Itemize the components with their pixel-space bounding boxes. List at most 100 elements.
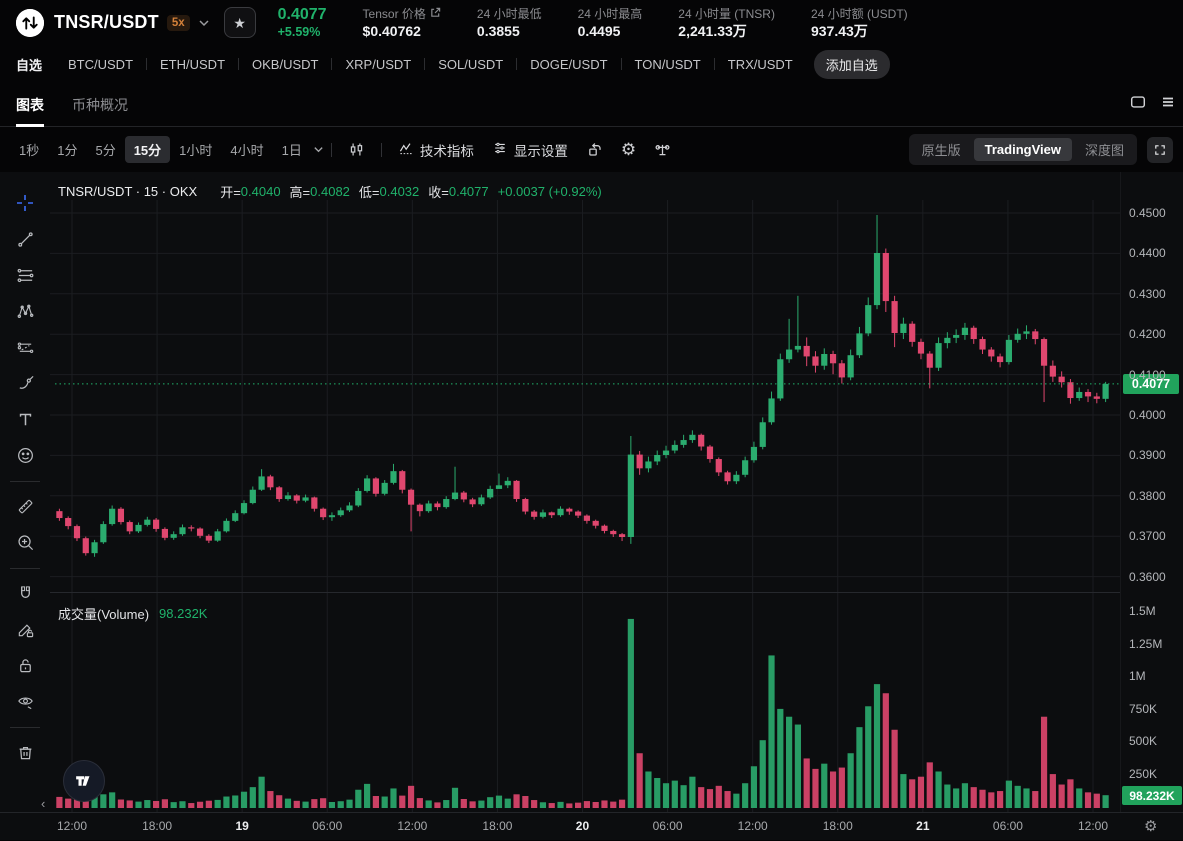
divider — [620, 58, 622, 70]
trend-line-icon — [17, 231, 33, 247]
add-favorite-button[interactable]: 添加自选 — [813, 49, 890, 79]
text-tool[interactable] — [8, 402, 42, 436]
fullscreen-button[interactable] — [1147, 136, 1173, 163]
stat-value: $0.40762 — [362, 22, 421, 39]
ruler-icon — [18, 499, 32, 513]
stat-value: 0.3855 — [476, 22, 520, 39]
chart-mode-option[interactable]: 原生版 — [921, 143, 961, 158]
stat-label: 24 小时最低 — [476, 6, 542, 21]
header-stat: 24 小时额 (USDT) 937.43万 — [811, 6, 908, 40]
volume-tick-label: 750K — [1129, 701, 1158, 716]
emoji-icon — [17, 447, 33, 463]
chart-mode-option[interactable]: 深度图 — [1084, 143, 1124, 158]
leverage-badge: 5x — [166, 14, 190, 31]
header-stat: 24 小时最低 0.3855 — [477, 6, 542, 40]
legend-open-label: 开= — [220, 185, 241, 200]
crosshair-tool[interactable] — [8, 186, 42, 220]
indicators-button[interactable]: 技术指标 — [398, 140, 474, 160]
tab-coin-overview[interactable]: 币种概况 — [72, 96, 128, 113]
pair-item[interactable]: TRX/USDT — [727, 56, 793, 72]
pair-item[interactable]: BTC/USDT — [68, 56, 134, 72]
layout-panel-icon[interactable] — [1129, 93, 1147, 116]
lock-all-tool[interactable] — [8, 648, 42, 682]
time-tick-label: 06:00 — [312, 819, 343, 833]
pair-item[interactable]: DOGE/USDT — [530, 56, 608, 72]
ruler-tool[interactable] — [8, 489, 42, 523]
chevron-down-icon[interactable] — [198, 17, 210, 29]
chart-region: TNSR/USDT · 15 · OKX 开= 0.4040 高= 0.4082 低… — [0, 172, 1183, 840]
timeframe-chevron-down-icon[interactable] — [313, 144, 324, 155]
lock-icon — [19, 658, 31, 672]
price-axis[interactable]: 0.4077 98.232K 0.4500 0.4400 0.4300 0.4200 0… — [1120, 172, 1183, 812]
magnet-icon — [20, 585, 30, 598]
tab-chart[interactable]: 图表 — [16, 83, 44, 127]
stat-label: 24 小时最高 — [577, 6, 643, 21]
timeframe-button[interactable]: 15分 — [124, 136, 171, 163]
settings-gear-icon[interactable]: ⚙ — [620, 140, 637, 159]
pair-item[interactable]: TON/USDT — [634, 56, 701, 72]
replay-icon[interactable] — [586, 141, 603, 158]
scale-icon[interactable] — [654, 141, 671, 158]
time-tick-label: 12:00 — [1077, 819, 1108, 833]
timeframe-button[interactable]: 1小时 — [179, 143, 213, 158]
legend-close-label: 收= — [428, 185, 449, 200]
pair-item[interactable]: XRP/USDT — [345, 56, 412, 72]
brush-tool[interactable] — [8, 366, 42, 400]
header: TNSR/USDT 5x ★ 0.4077 +5.59% Tensor 价格 $0… — [0, 0, 1183, 45]
divider — [380, 142, 382, 157]
star-icon: ★ — [233, 14, 246, 31]
axis-settings-gear-icon[interactable]: ⚙ — [1144, 818, 1158, 835]
time-axis[interactable]: 12:00 18:00 19 06:00 12:00 18:00 20 06:00 12:00 1… — [0, 812, 1183, 841]
delete-tool[interactable] — [8, 735, 42, 769]
timeframe-button[interactable]: 1分 — [57, 143, 78, 158]
timeframe-button[interactable]: 4小时 — [230, 143, 264, 158]
emoji-tool[interactable] — [8, 438, 42, 472]
tab-watchlist[interactable]: 自选 — [16, 57, 43, 73]
time-tick-label: 18:00 — [482, 819, 513, 833]
price-tick-label: 0.4400 — [1129, 246, 1166, 261]
tradingview-logo[interactable] — [63, 760, 105, 802]
pair-item[interactable]: OKB/USDT — [252, 56, 319, 72]
time-tick-label: 06:00 — [652, 819, 683, 833]
pair-item[interactable]: ETH/USDT — [160, 56, 226, 72]
chart-mode-option[interactable]: TradingView — [973, 138, 1072, 161]
stat-label: 24 小时量 (TNSR) — [678, 6, 775, 21]
favorite-button[interactable]: ★ — [223, 7, 256, 38]
divider — [330, 142, 332, 157]
legend-close-value: 0.4077 — [448, 184, 489, 199]
coin-logo-icon — [16, 8, 44, 37]
divider — [713, 58, 715, 70]
divider — [10, 481, 40, 482]
fib-lines-icon — [17, 268, 33, 282]
pencil-lock-icon — [18, 623, 33, 637]
candlestick-style-icon[interactable] — [348, 141, 365, 158]
drawing-tools-sidebar — [0, 186, 50, 771]
divider — [516, 58, 518, 70]
header-stat: 24 小时量 (TNSR) 2,241.33万 — [678, 6, 775, 40]
timeframe-button[interactable]: 1秒 — [19, 143, 40, 158]
zoom-in-tool[interactable] — [8, 525, 42, 559]
eye-icon — [17, 696, 33, 709]
collapse-toolbar-icon[interactable]: ‹ — [41, 796, 46, 811]
hide-drawings-tool[interactable] — [8, 684, 42, 718]
legend-low-value: 0.4032 — [379, 184, 420, 199]
drawing-sync-lock-tool[interactable] — [8, 612, 42, 646]
external-link-icon[interactable] — [430, 6, 441, 22]
trend-line-tool[interactable] — [8, 222, 42, 256]
fib-lines-tool[interactable] — [8, 258, 42, 292]
price-tick-label: 0.4200 — [1129, 327, 1166, 342]
text-icon — [19, 413, 31, 425]
price-tick-label: 0.4500 — [1129, 206, 1166, 220]
timeframe-button[interactable]: 5分 — [95, 143, 116, 158]
xabcd-pattern-tool[interactable] — [8, 294, 42, 328]
candlestick-chart[interactable] — [50, 172, 1120, 812]
magnet-tool[interactable] — [8, 576, 42, 610]
pair-item[interactable]: SOL/USDT — [438, 56, 504, 72]
projection-tool[interactable] — [8, 330, 42, 364]
pairs-bar: 自选 BTC/USDT ETH/USDT OKB/USDT XRP/USDT SOL/US… — [0, 45, 1183, 83]
display-settings-button[interactable]: 显示设置 — [492, 140, 568, 160]
menu-icon[interactable] — [1161, 95, 1175, 114]
timeframe-button[interactable]: 1日 — [281, 143, 302, 158]
price-tick-label: 0.3700 — [1129, 529, 1166, 544]
time-tick-label: 18:00 — [822, 819, 853, 833]
